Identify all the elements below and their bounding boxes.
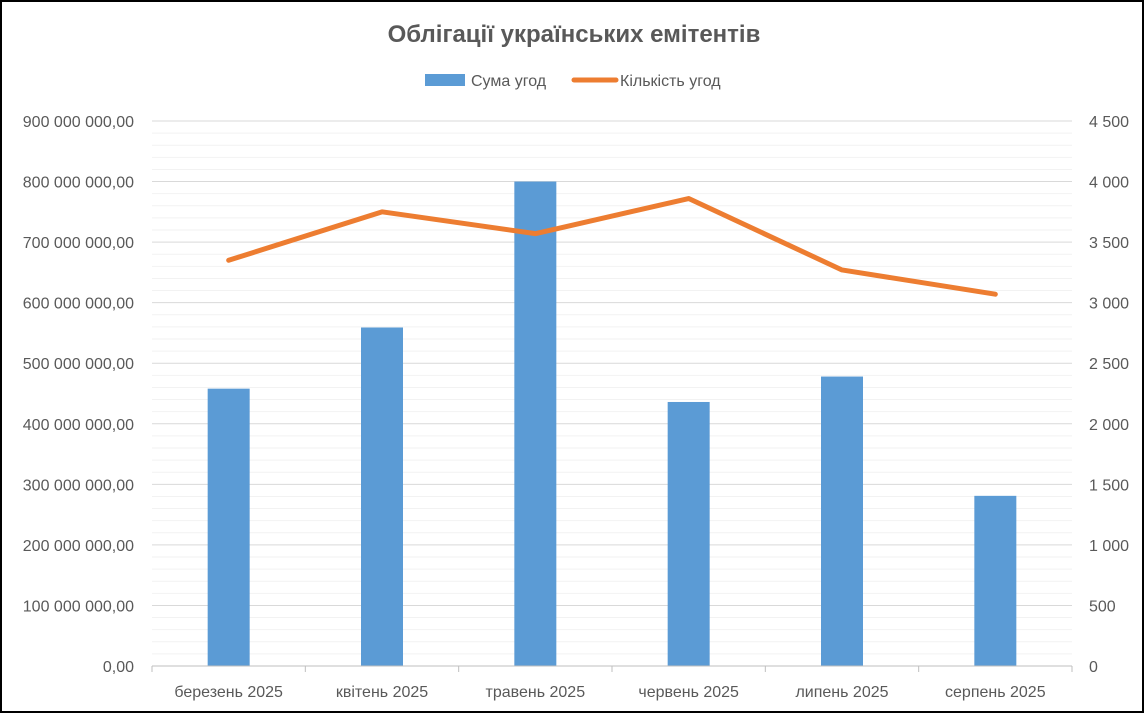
right-tick-label: 2 500 <box>1089 356 1129 373</box>
chart-title: Облігації українських емітентів <box>388 21 761 48</box>
left-tick-label: 600 000 000,00 <box>23 296 134 313</box>
legend-swatch-bars <box>425 74 465 86</box>
line-series <box>226 196 998 297</box>
left-tick-label: 100 000 000,00 <box>23 598 134 615</box>
left-tick-label: 700 000 000,00 <box>23 235 134 252</box>
x-tick-label: червень 2025 <box>638 684 739 701</box>
bar <box>667 401 710 666</box>
left-tick-label: 900 000 000,00 <box>23 114 134 131</box>
legend: Сума угод Кількість угод <box>425 73 721 90</box>
right-tick-label: 3 000 <box>1089 296 1129 313</box>
x-tick-label: березень 2025 <box>174 684 283 701</box>
bar <box>514 181 557 667</box>
right-tick-label: 2 000 <box>1089 417 1129 434</box>
right-tick-label: 3 500 <box>1089 235 1129 252</box>
x-axis-ticks: березень 2025 квітень 2025 травень 2025 чер… <box>174 684 1045 701</box>
right-tick-label: 1 500 <box>1089 477 1129 494</box>
left-tick-label: 500 000 000,00 <box>23 356 134 373</box>
left-tick-label: 200 000 000,00 <box>23 538 134 555</box>
line-path <box>226 196 998 297</box>
right-tick-label: 4 000 <box>1089 175 1129 192</box>
x-tick-label: травень 2025 <box>486 684 586 701</box>
right-tick-label: 500 <box>1089 598 1116 615</box>
right-tick-label: 0 <box>1089 659 1098 676</box>
bar <box>361 327 403 666</box>
legend-label-bars: Сума угод <box>471 73 547 90</box>
right-axis-ticks: 0 500 1 000 1 500 2 000 2 500 3 000 3 500 4 000 4… <box>1089 114 1129 676</box>
axes <box>151 665 1073 672</box>
left-tick-label: 400 000 000,00 <box>23 417 134 434</box>
x-tick-label: серпень 2025 <box>945 684 1046 701</box>
left-tick-label: 300 000 000,00 <box>23 477 134 494</box>
right-tick-label: 1 000 <box>1089 538 1129 555</box>
bar <box>207 388 250 666</box>
grid <box>152 120 1072 655</box>
bar <box>974 495 1017 666</box>
bar <box>821 376 863 666</box>
legend-label-line: Кількість угод <box>620 73 721 90</box>
left-tick-label: 0,00 <box>103 659 134 676</box>
right-tick-label: 4 500 <box>1089 114 1129 131</box>
bar-series <box>207 181 1017 667</box>
left-tick-label: 800 000 000,00 <box>23 175 134 192</box>
x-tick-label: липень 2025 <box>795 684 888 701</box>
x-tick-label: квітень 2025 <box>336 684 428 701</box>
left-axis-ticks: 0,00 100 000 000,00 200 000 000,00 300 000 … <box>23 114 134 676</box>
